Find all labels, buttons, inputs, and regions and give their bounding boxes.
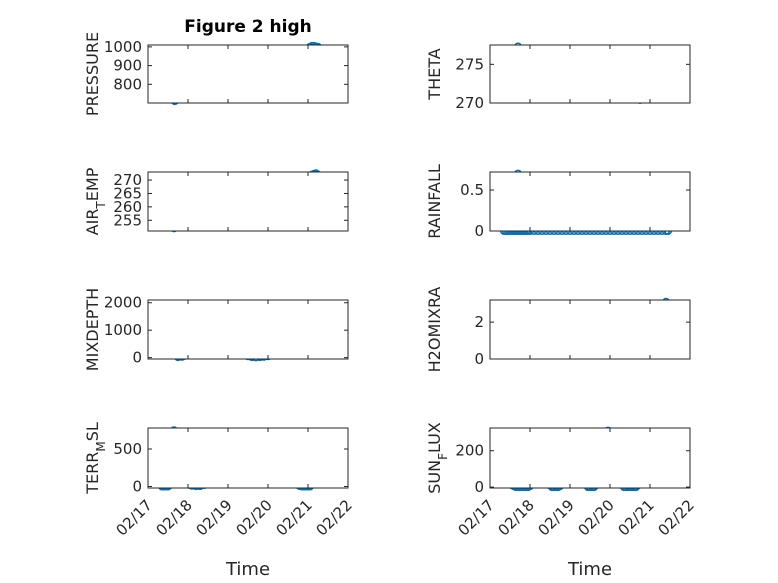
x-tick-label: 02/20 xyxy=(233,496,276,539)
axes-box xyxy=(489,171,691,232)
y-tick-label: 270 xyxy=(113,171,142,189)
y-axis-label: H2OMIXRA xyxy=(425,287,444,373)
x-tick-label: 02/21 xyxy=(615,496,658,539)
y-axis-label: SUNFLUX xyxy=(425,422,450,494)
y-tick-label: 275 xyxy=(455,55,484,73)
x-axis-label: Time xyxy=(225,559,270,580)
y-tick-label: 200 xyxy=(455,442,484,460)
y-tick-label: 255 xyxy=(113,211,142,229)
axes-box xyxy=(147,299,349,360)
y-axis-label: PRESSURE xyxy=(83,32,102,116)
y-axis-label: AIRTEMP xyxy=(83,167,108,235)
y-tick-label: 500 xyxy=(113,440,142,458)
x-tick-label: 02/20 xyxy=(575,496,618,539)
x-tick-label: 02/17 xyxy=(455,496,498,539)
x-tick-label: 02/22 xyxy=(313,496,356,539)
x-tick-label: 02/18 xyxy=(153,496,196,539)
y-tick-label: 2 xyxy=(474,313,484,331)
y-tick-label: 260 xyxy=(113,198,142,216)
y-tick-label: 265 xyxy=(113,184,142,202)
subplot-4: 0 0.5 RAINFALL xyxy=(425,164,691,240)
x-axis-label: Time xyxy=(567,559,612,580)
axes-box xyxy=(147,44,349,104)
y-tick-label: 0 xyxy=(474,222,484,240)
y-tick-label: 0 xyxy=(474,350,484,368)
subplot-2: 270 275 THETA xyxy=(425,42,691,112)
y-tick-label: 270 xyxy=(455,94,484,112)
x-tick-label: 02/22 xyxy=(655,496,698,539)
y-tick-label: 1000 xyxy=(104,321,142,339)
axes-box xyxy=(147,171,349,232)
axes-box xyxy=(489,427,691,489)
axes-box xyxy=(147,427,349,489)
y-axis-label: MIXDEPTH xyxy=(83,288,102,371)
y-tick-label: 1000 xyxy=(104,38,142,56)
subplot-6: 0 2 H2OMIXRA xyxy=(425,287,691,373)
y-tick-label: 2000 xyxy=(104,294,142,312)
x-tick-label: 02/17 xyxy=(113,496,156,539)
axes-box xyxy=(489,44,691,104)
y-tick-label: 0 xyxy=(132,349,142,367)
y-tick-label: 0 xyxy=(474,478,484,496)
y-tick-label: 800 xyxy=(113,75,142,93)
chart-title: Figure 2 high xyxy=(184,17,312,37)
axes-box xyxy=(489,299,691,360)
y-axis-label: RAINFALL xyxy=(425,164,444,239)
y-tick-label: 0 xyxy=(132,478,142,496)
y-tick-label: 0.5 xyxy=(460,181,484,199)
y-tick-label: 900 xyxy=(113,57,142,75)
x-tick-label: 02/21 xyxy=(273,496,316,539)
x-tick-label: 02/19 xyxy=(193,496,236,539)
x-tick-label: 02/19 xyxy=(535,496,578,539)
x-tick-label: 02/18 xyxy=(495,496,538,539)
y-axis-label: TERRMSL xyxy=(83,422,108,495)
y-axis-label: THETA xyxy=(425,48,444,100)
